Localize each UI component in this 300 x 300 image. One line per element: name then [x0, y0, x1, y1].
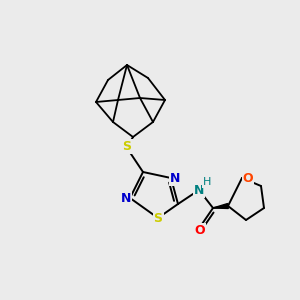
Polygon shape — [213, 203, 228, 208]
Text: S: S — [122, 140, 131, 152]
Text: N: N — [121, 191, 131, 205]
Text: S: S — [122, 140, 131, 152]
Text: N: N — [170, 172, 180, 184]
Text: N: N — [194, 184, 204, 196]
Text: S: S — [154, 212, 163, 224]
Text: H: H — [203, 177, 211, 187]
Text: O: O — [243, 172, 253, 184]
Text: O: O — [195, 224, 205, 236]
